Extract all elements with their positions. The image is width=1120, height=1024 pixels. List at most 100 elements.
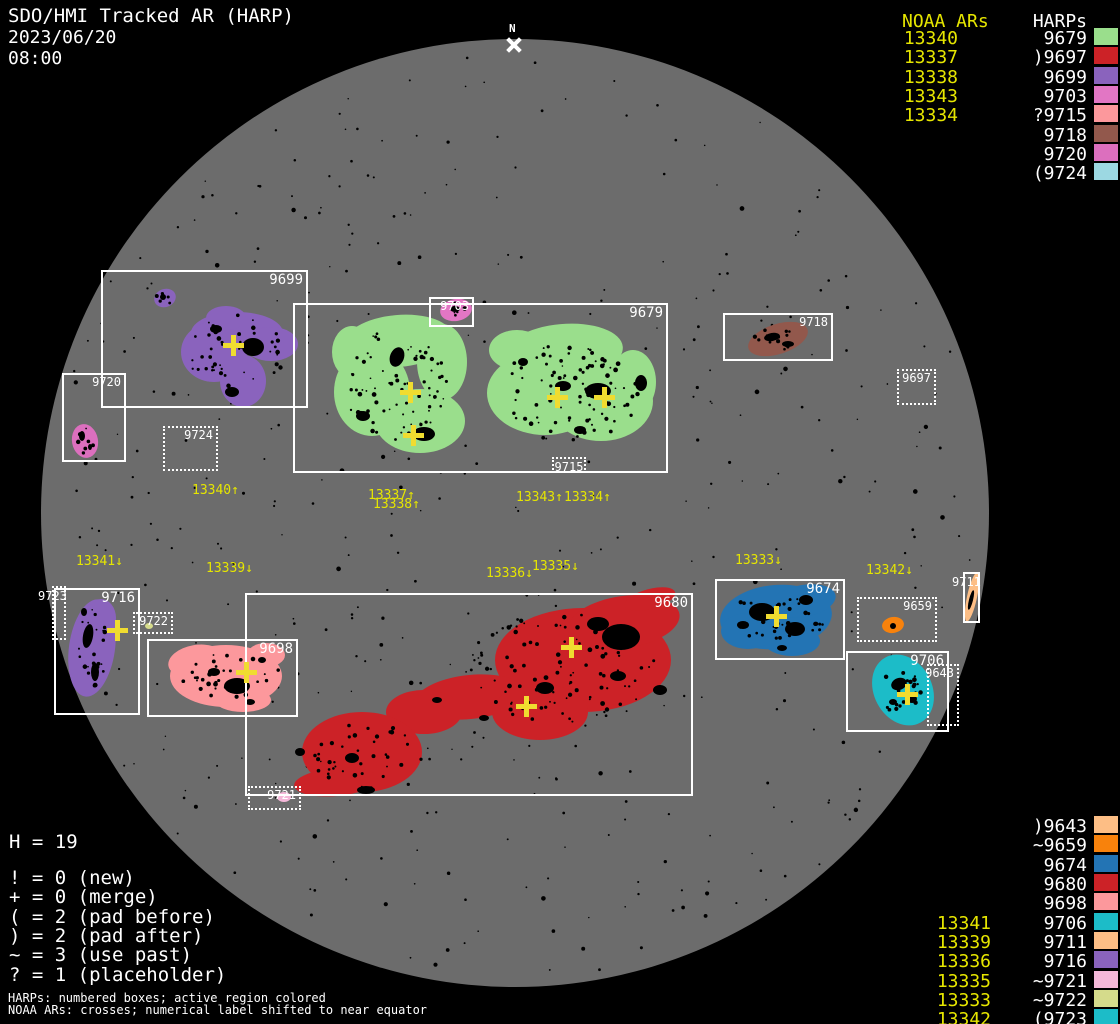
noaa-ar-number: 13337 [903,47,958,69]
noaa-cross-icon [766,606,787,627]
noaa-cross-icon [561,637,582,658]
harp-box-label: 9698 [259,641,293,657]
harp-box-9703: 9703 [429,297,474,327]
harp-number: 9674 [1043,854,1087,876]
harp-color-swatch [1094,932,1118,950]
harp-box-label: 9724 [184,428,213,442]
noaa-ar-number: 13334 [903,105,958,127]
noaa-cross-icon [403,425,424,446]
harp-box-9716: 9716 [54,588,140,715]
harp-number: )9697 [1032,47,1087,69]
harp-color-swatch [1094,105,1118,123]
harp-box-9724: 9724 [163,426,218,471]
noaa-cross-icon [400,382,421,403]
noaa-ar-label: 13335↓ [532,559,579,574]
noaa-ar-number: 13338 [903,66,958,88]
noaa-ar-label: 13339↓ [206,561,253,576]
harp-box-9659: 9659 [857,597,937,642]
harp-color-swatch [1094,66,1118,84]
harp-color-swatch [1094,854,1118,872]
legend-line: ) = 2 (pad after) [9,924,204,947]
harp-box-label: 9721 [267,788,296,802]
noaa-cross-icon [223,335,244,356]
harp-box-label: 9674 [806,581,840,597]
harp-color-swatch [1094,163,1118,181]
noaa-cross-icon [516,696,537,717]
harp-number: ~9721 [1032,970,1087,992]
harp-box-9698: 9698 [147,639,298,717]
noaa-ar-number: 13339 [936,932,991,954]
harp-count: H = 19 [9,831,78,853]
harp-box-9721: 9721 [248,786,301,810]
harp-number: 9711 [1043,932,1087,954]
noaa-ar-label: 13341↓ [76,554,123,569]
footer-noaa-note: NOAA ARs: crosses; numerical label shift… [8,1003,428,1017]
harp-box-label: 9715 [554,460,584,474]
noaa-ars-header: NOAA ARs [902,11,989,32]
harp-box-label: 9680 [654,595,688,611]
harp-box-label: 9716 [101,590,135,606]
legend-line: + = 0 (merge) [9,886,158,909]
harp-color-swatch [1094,893,1118,911]
harp-color-swatch [1094,951,1118,969]
legend-line: ~ = 3 (use past) [9,944,193,967]
harp-box-9723: 9723 [38,586,67,640]
harp-color-swatch [1094,47,1118,65]
noaa-ar-number: 13343 [903,86,958,108]
harp-number: 9698 [1043,893,1087,915]
harp-box-9715: 9715 [552,457,586,473]
harp-box-label: 9718 [799,315,828,329]
harp-number: ~9722 [1032,990,1087,1012]
harp-box-label: 9711 [952,575,981,589]
noaa-ar-number: 13342 [936,1009,991,1024]
date-label: 2023/06/20 [8,27,117,48]
harp-color-swatch [1094,1009,1118,1024]
harp-color-swatch [1094,124,1118,142]
harp-box-9699: 9699 [101,270,308,408]
page-title: SDO/HMI Tracked AR (HARP) [8,5,294,27]
noaa-ar-number: 13336 [936,951,991,973]
noaa-ar-label: 13337↑ [368,488,415,503]
noaa-cross-icon [897,684,918,705]
region-9720-blob [71,424,99,458]
noaa-cross-icon [236,662,257,683]
harp-number: 9718 [1043,124,1087,146]
legend-line: ( = 2 (pad before) [9,905,215,928]
noaa-ar-number: 13340 [903,28,958,49]
harp-color-swatch [1094,28,1118,45]
harp-number: (9724 [1032,163,1087,185]
harp-number: 9716 [1043,951,1087,973]
harp-color-swatch [1094,816,1118,833]
footer-harps-note: HARPs: numbered boxes; active region col… [8,991,326,1005]
harp-number: 9706 [1043,912,1087,934]
harp-number: 9680 [1043,874,1087,896]
harp-box-label: 9679 [629,305,663,321]
harp-color-swatch [1094,144,1118,162]
harp-color-swatch [1094,86,1118,104]
noaa-ar-label: 13343↑ [516,490,563,505]
harp-box-label: 9643 [925,666,954,680]
harp-number: ~9659 [1032,835,1087,857]
legend-line: ? = 1 (placeholder) [9,963,227,986]
noaa-ar-label: 13334↑ [564,490,611,505]
time-label: 08:00 [8,48,63,69]
harp-color-swatch [1094,970,1118,988]
harp-color-swatch [1094,912,1118,930]
harp-number: 9720 [1043,144,1087,166]
sunspot-patches [75,291,975,794]
harp-box-label: 9723 [38,589,67,603]
title-block: SDO/HMI Tracked AR (HARP) 2023/06/20 08:… [8,5,294,70]
region-9718-blob [748,321,808,357]
noaa-ar-number: 13335 [936,970,991,992]
harp-color-swatch [1094,990,1118,1008]
noaa-cross-icon [107,620,128,641]
harp-number: ?9715 [1032,105,1087,127]
noaa-cross-icon [594,387,615,408]
harp-box-label: 9703 [440,299,469,313]
harp-color-swatch [1094,874,1118,892]
harp-box-label: 9699 [269,272,303,288]
harp-box-label: 9722 [139,614,168,628]
harp-number: 9703 [1043,86,1087,108]
